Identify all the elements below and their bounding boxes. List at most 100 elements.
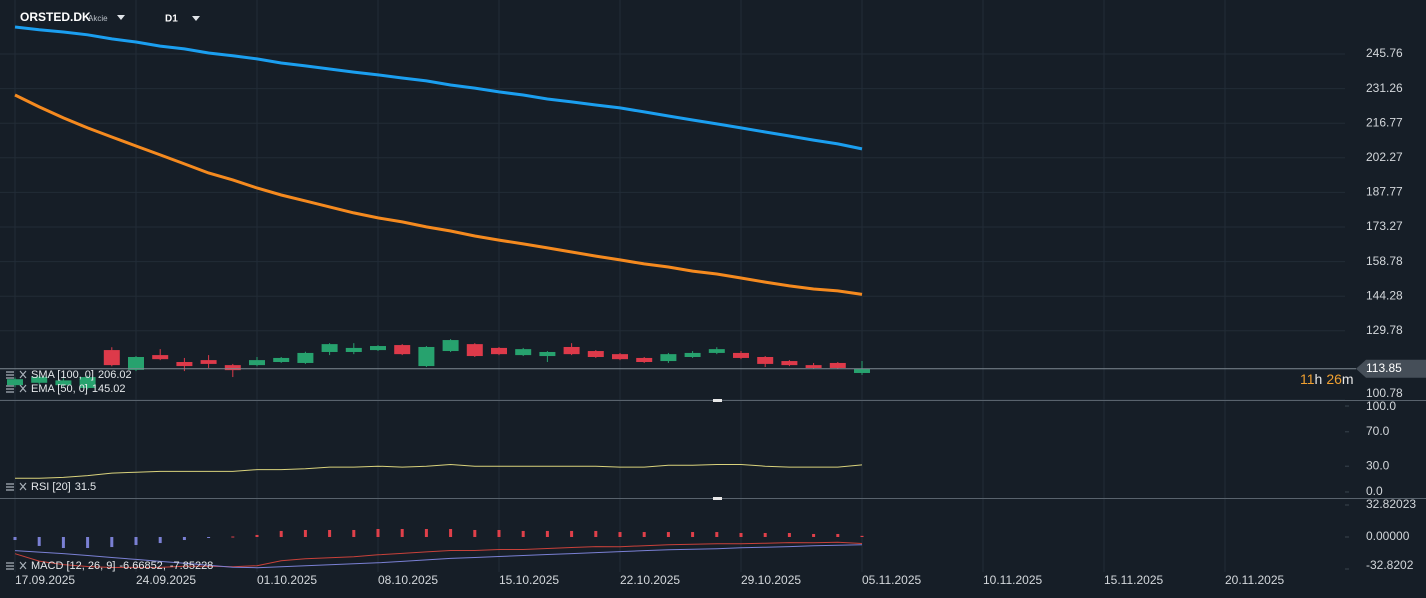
x-tick-label: 20.11.2025 [1225, 573, 1284, 587]
histogram-bar [303, 529, 307, 537]
histogram-bar [134, 536, 138, 545]
resize-handle[interactable] [713, 497, 722, 500]
candle-body [733, 352, 749, 358]
candle-body [781, 361, 798, 366]
candle-body [55, 380, 72, 386]
x-tick-label: 05.11.2025 [862, 573, 921, 587]
histogram-bar [497, 529, 501, 537]
histogram-bar [666, 532, 670, 537]
candle-body [660, 354, 677, 362]
histogram-bar [158, 536, 162, 544]
dropdown-arrow[interactable] [117, 15, 125, 20]
candle-body [345, 347, 362, 352]
current-price-label: 113.85 [1366, 361, 1402, 375]
candle-body [491, 347, 507, 355]
candle-body [103, 350, 120, 366]
histogram-bar [642, 532, 646, 537]
histogram-bar [231, 536, 235, 538]
indicator-line [15, 463, 863, 479]
candle-body [587, 351, 604, 357]
countdown-hours: 11 [1300, 371, 1315, 387]
histogram-bar [521, 530, 525, 537]
x-tick-label: 24.09.2025 [136, 573, 196, 587]
legend-label: EMA [50, 0] [31, 383, 88, 395]
candle-body [854, 368, 870, 373]
x-tick-label: 15.10.2025 [499, 573, 559, 587]
candle-body [418, 346, 435, 367]
candle-body [152, 355, 169, 360]
histogram-bar [739, 533, 743, 537]
histogram-bar [449, 529, 453, 537]
histogram-bar [400, 529, 404, 537]
bar-countdown: 11h 26m [1300, 371, 1354, 387]
candle-body [515, 349, 532, 356]
histogram-bar [37, 536, 41, 546]
timeframe[interactable]: D1 [165, 14, 178, 25]
candle-body [7, 379, 23, 386]
instrument-kind: Akcie [88, 14, 108, 23]
legend-label: SMA [100, 0] [31, 369, 94, 381]
legend-value: -7.85228 [170, 560, 213, 572]
histogram-bar [182, 536, 186, 541]
indicator-line [14, 544, 863, 569]
legend-icons[interactable] [6, 370, 27, 570]
candle-body [176, 362, 193, 367]
legend-icon[interactable] [6, 482, 27, 491]
histogram-bar [812, 533, 816, 537]
histogram-bar [255, 534, 259, 537]
y-tick-label: 158.78 [1366, 254, 1403, 268]
candle-body [79, 377, 96, 389]
x-tick-label: 29.10.2025 [741, 573, 801, 587]
y-tick-label: 100.0 [1366, 399, 1396, 413]
legend-icon[interactable] [6, 384, 27, 393]
x-tick-label: 08.10.2025 [378, 573, 438, 587]
candle-body [708, 349, 725, 353]
candle-body [684, 352, 701, 357]
candle-body [466, 344, 483, 357]
y-tick-label: -32.8202 [1366, 558, 1414, 572]
candle-body [442, 340, 459, 352]
candle-body [297, 352, 314, 363]
candle-body [805, 365, 822, 368]
y-tick-label: 144.28 [1366, 288, 1403, 302]
histogram-bar [207, 536, 211, 538]
histogram-bar [860, 535, 864, 537]
histogram-bar [763, 533, 767, 537]
y-tick-label: 100.78 [1366, 386, 1403, 400]
dropdown-arrow[interactable] [192, 16, 200, 21]
candle-body [370, 346, 386, 351]
candle-body [128, 356, 144, 370]
legend-icon[interactable] [6, 370, 27, 379]
y-tick-label: 30.0 [1366, 458, 1390, 472]
indicator-line [14, 93, 863, 296]
y-tick-label: 187.77 [1366, 185, 1403, 199]
countdown-hours-unit: h [1315, 371, 1323, 387]
histogram-bar [618, 532, 622, 537]
candle-body [563, 346, 580, 355]
legend-value: 145.02 [92, 383, 126, 395]
candle-body [829, 362, 846, 368]
x-tick-label: 17.09.2025 [15, 573, 75, 587]
histogram-bar [545, 530, 549, 537]
histogram-bar [570, 530, 574, 537]
legend-separator: , [163, 560, 166, 572]
y-tick-label: 173.27 [1366, 219, 1403, 233]
symbol[interactable]: ORSTED.DK [20, 10, 91, 24]
candle-body [273, 357, 290, 363]
indicator-line [14, 25, 863, 151]
x-tick-label: 10.11.2025 [983, 573, 1042, 587]
histogram-bar [473, 529, 477, 537]
resize-handle[interactable] [713, 399, 722, 402]
countdown-minutes-unit: m [1342, 371, 1354, 387]
x-tick-label: 15.11.2025 [1104, 573, 1163, 587]
legend-icon[interactable] [6, 561, 27, 570]
legend-label: MACD [12, 26, 9] [31, 560, 115, 572]
histogram-bar [61, 536, 65, 549]
candle-body [31, 376, 48, 383]
current-price-box [1356, 359, 1426, 378]
candle-body [200, 360, 217, 364]
histogram-bar [787, 533, 791, 537]
histogram-bar [836, 533, 840, 537]
